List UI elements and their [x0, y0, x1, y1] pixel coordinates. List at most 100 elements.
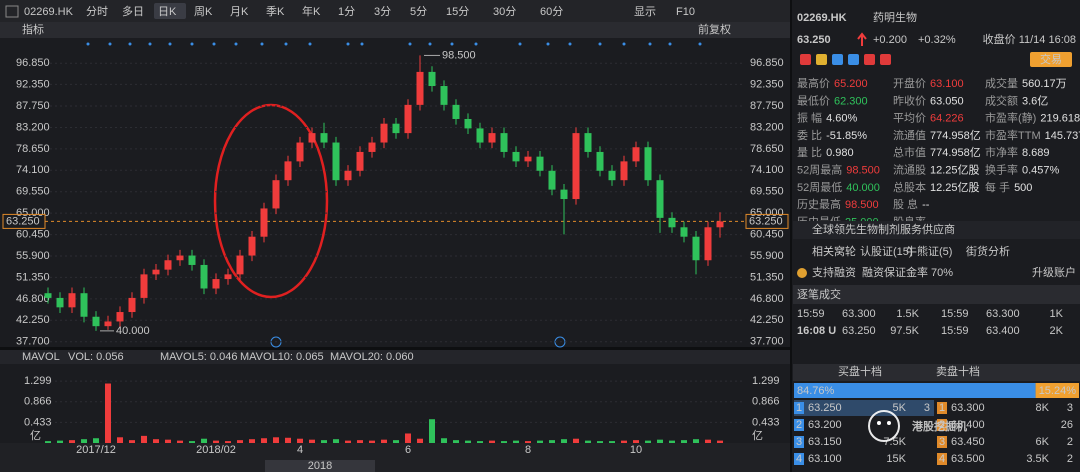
- event-dot: [408, 42, 412, 46]
- volume-tick-label: 0.433: [752, 416, 780, 428]
- volume-bar: [621, 440, 627, 443]
- candle-body: [620, 161, 628, 181]
- y-tick-label: 42.250: [750, 314, 784, 326]
- price-change: +0.200: [873, 34, 907, 46]
- field-value: 3.6亿: [1022, 94, 1048, 107]
- field-label: 总市值: [893, 145, 926, 159]
- timeframe-tab[interactable]: 60分: [540, 5, 563, 18]
- volume-bar: [45, 441, 51, 443]
- book-level: 1: [939, 402, 945, 414]
- timeframe-tab[interactable]: 月K: [230, 6, 249, 18]
- volume-header-bg: [0, 350, 790, 364]
- book-header-bg: [793, 364, 1080, 381]
- volume-bar: [561, 439, 567, 443]
- book-level: 3: [796, 436, 802, 448]
- last-price-label: 63.250: [749, 215, 783, 227]
- volume-bar: [261, 438, 267, 443]
- bid-ratio-label: 84.76%: [797, 385, 835, 397]
- field-label: 历史最高: [797, 197, 841, 211]
- quote-field: 流通值 774.958亿: [893, 128, 981, 142]
- field-label: 52周最高: [797, 162, 842, 176]
- warrant-link[interactable]: 认股证(15): [860, 245, 913, 258]
- volume-tick-label: 0.866: [752, 396, 780, 408]
- candle-body: [44, 293, 52, 298]
- volume-bar: [297, 438, 303, 443]
- y-tick-label: 51.350: [16, 271, 50, 283]
- timeframe-tab[interactable]: 1分: [338, 5, 355, 18]
- field-label: 振 幅: [797, 111, 822, 125]
- warrant-link[interactable]: 街货分析: [966, 244, 1010, 258]
- volume-bar: [609, 441, 615, 443]
- volume-bar: [645, 440, 651, 443]
- last-price-box: [2, 213, 46, 229]
- field-value: 145.737: [1045, 130, 1080, 142]
- trade-button[interactable]: 交易: [1040, 52, 1062, 66]
- volume-bar: [489, 440, 495, 443]
- timeframe-tab[interactable]: 多日: [122, 4, 144, 18]
- volume-bar: [69, 440, 75, 443]
- display-button[interactable]: 显示: [634, 5, 656, 18]
- warrant-link[interactable]: 牛熊证(5): [906, 244, 952, 258]
- event-dot: [474, 42, 478, 46]
- y-tick-label: 37.700: [750, 336, 784, 348]
- timeframe-tab[interactable]: 5分: [410, 5, 427, 18]
- candle-body: [332, 142, 340, 181]
- event-dot: [212, 42, 216, 46]
- field-label: 成交额: [985, 93, 1018, 107]
- book-price: 63.500: [951, 453, 985, 465]
- highlight-ellipse: [213, 103, 329, 299]
- quote-field: 市盈率(静) 219.618: [985, 111, 1080, 125]
- timeframe-tab[interactable]: 日K: [158, 6, 177, 18]
- trade-qty: 1K: [1050, 308, 1064, 320]
- year-label: 2018: [308, 460, 332, 472]
- candle-body: [128, 297, 136, 313]
- timeframe-tab[interactable]: 15分: [446, 5, 469, 18]
- book-level: 2: [939, 419, 945, 431]
- field-label: 平均价: [893, 112, 926, 125]
- quote-field: 52周最高 98.500: [797, 162, 880, 176]
- y-tick-label: 83.200: [16, 121, 50, 133]
- volume-bar: [93, 438, 99, 443]
- timeframe-tab[interactable]: 周K: [194, 5, 213, 18]
- timeframe-tab[interactable]: 年K: [302, 4, 321, 18]
- candle-body: [200, 264, 208, 289]
- candle-body: [524, 156, 532, 162]
- y-tick-label: 78.650: [750, 143, 784, 155]
- quote-field: 市净率 8.689: [985, 145, 1050, 159]
- field-label: 换手率: [985, 162, 1018, 176]
- field-value: --: [922, 199, 930, 211]
- timeframe-tab[interactable]: 季K: [266, 5, 285, 18]
- book-level: 4: [796, 453, 802, 465]
- volume-bar: [273, 437, 279, 443]
- x-tick-label: 10: [630, 444, 642, 456]
- volume-bar: [129, 440, 135, 443]
- field-label: 最高价: [797, 76, 830, 90]
- field-label: 开盘价: [893, 76, 926, 90]
- volume-bar: [189, 441, 195, 443]
- book-qty: 8K: [1036, 402, 1050, 414]
- toolbar-bg: [0, 0, 790, 22]
- last-price: 63.250: [797, 34, 831, 46]
- adjust-button[interactable]: 前复权: [698, 22, 731, 36]
- candle-body: [404, 104, 412, 134]
- f10-button[interactable]: F10: [676, 6, 695, 18]
- candle-body: [176, 255, 184, 261]
- company-description: 全球领先生物制剂服务供应商: [812, 222, 955, 236]
- margin-label: 支持融资: [812, 265, 856, 279]
- timeframe-tab[interactable]: 分时: [86, 5, 108, 18]
- book-price: 63.200: [808, 419, 842, 431]
- timeframe-tab[interactable]: 30分: [493, 5, 516, 18]
- field-value: 0.980: [826, 147, 854, 159]
- volume-bar: [573, 438, 579, 443]
- margin-icon: [797, 268, 807, 278]
- volume-bar: [177, 440, 183, 443]
- candle-body: [56, 297, 64, 308]
- candle-body: [140, 274, 148, 298]
- trades-title: 逐笔成交: [797, 287, 841, 301]
- trade-button-bg[interactable]: [1030, 52, 1072, 67]
- candle-body: [476, 128, 484, 143]
- timeframe-tab[interactable]: 3分: [374, 5, 391, 18]
- candle-body: [500, 133, 508, 152]
- field-label: 市盈率TTM: [985, 128, 1041, 142]
- upgrade-link[interactable]: 升级账户: [1032, 265, 1076, 279]
